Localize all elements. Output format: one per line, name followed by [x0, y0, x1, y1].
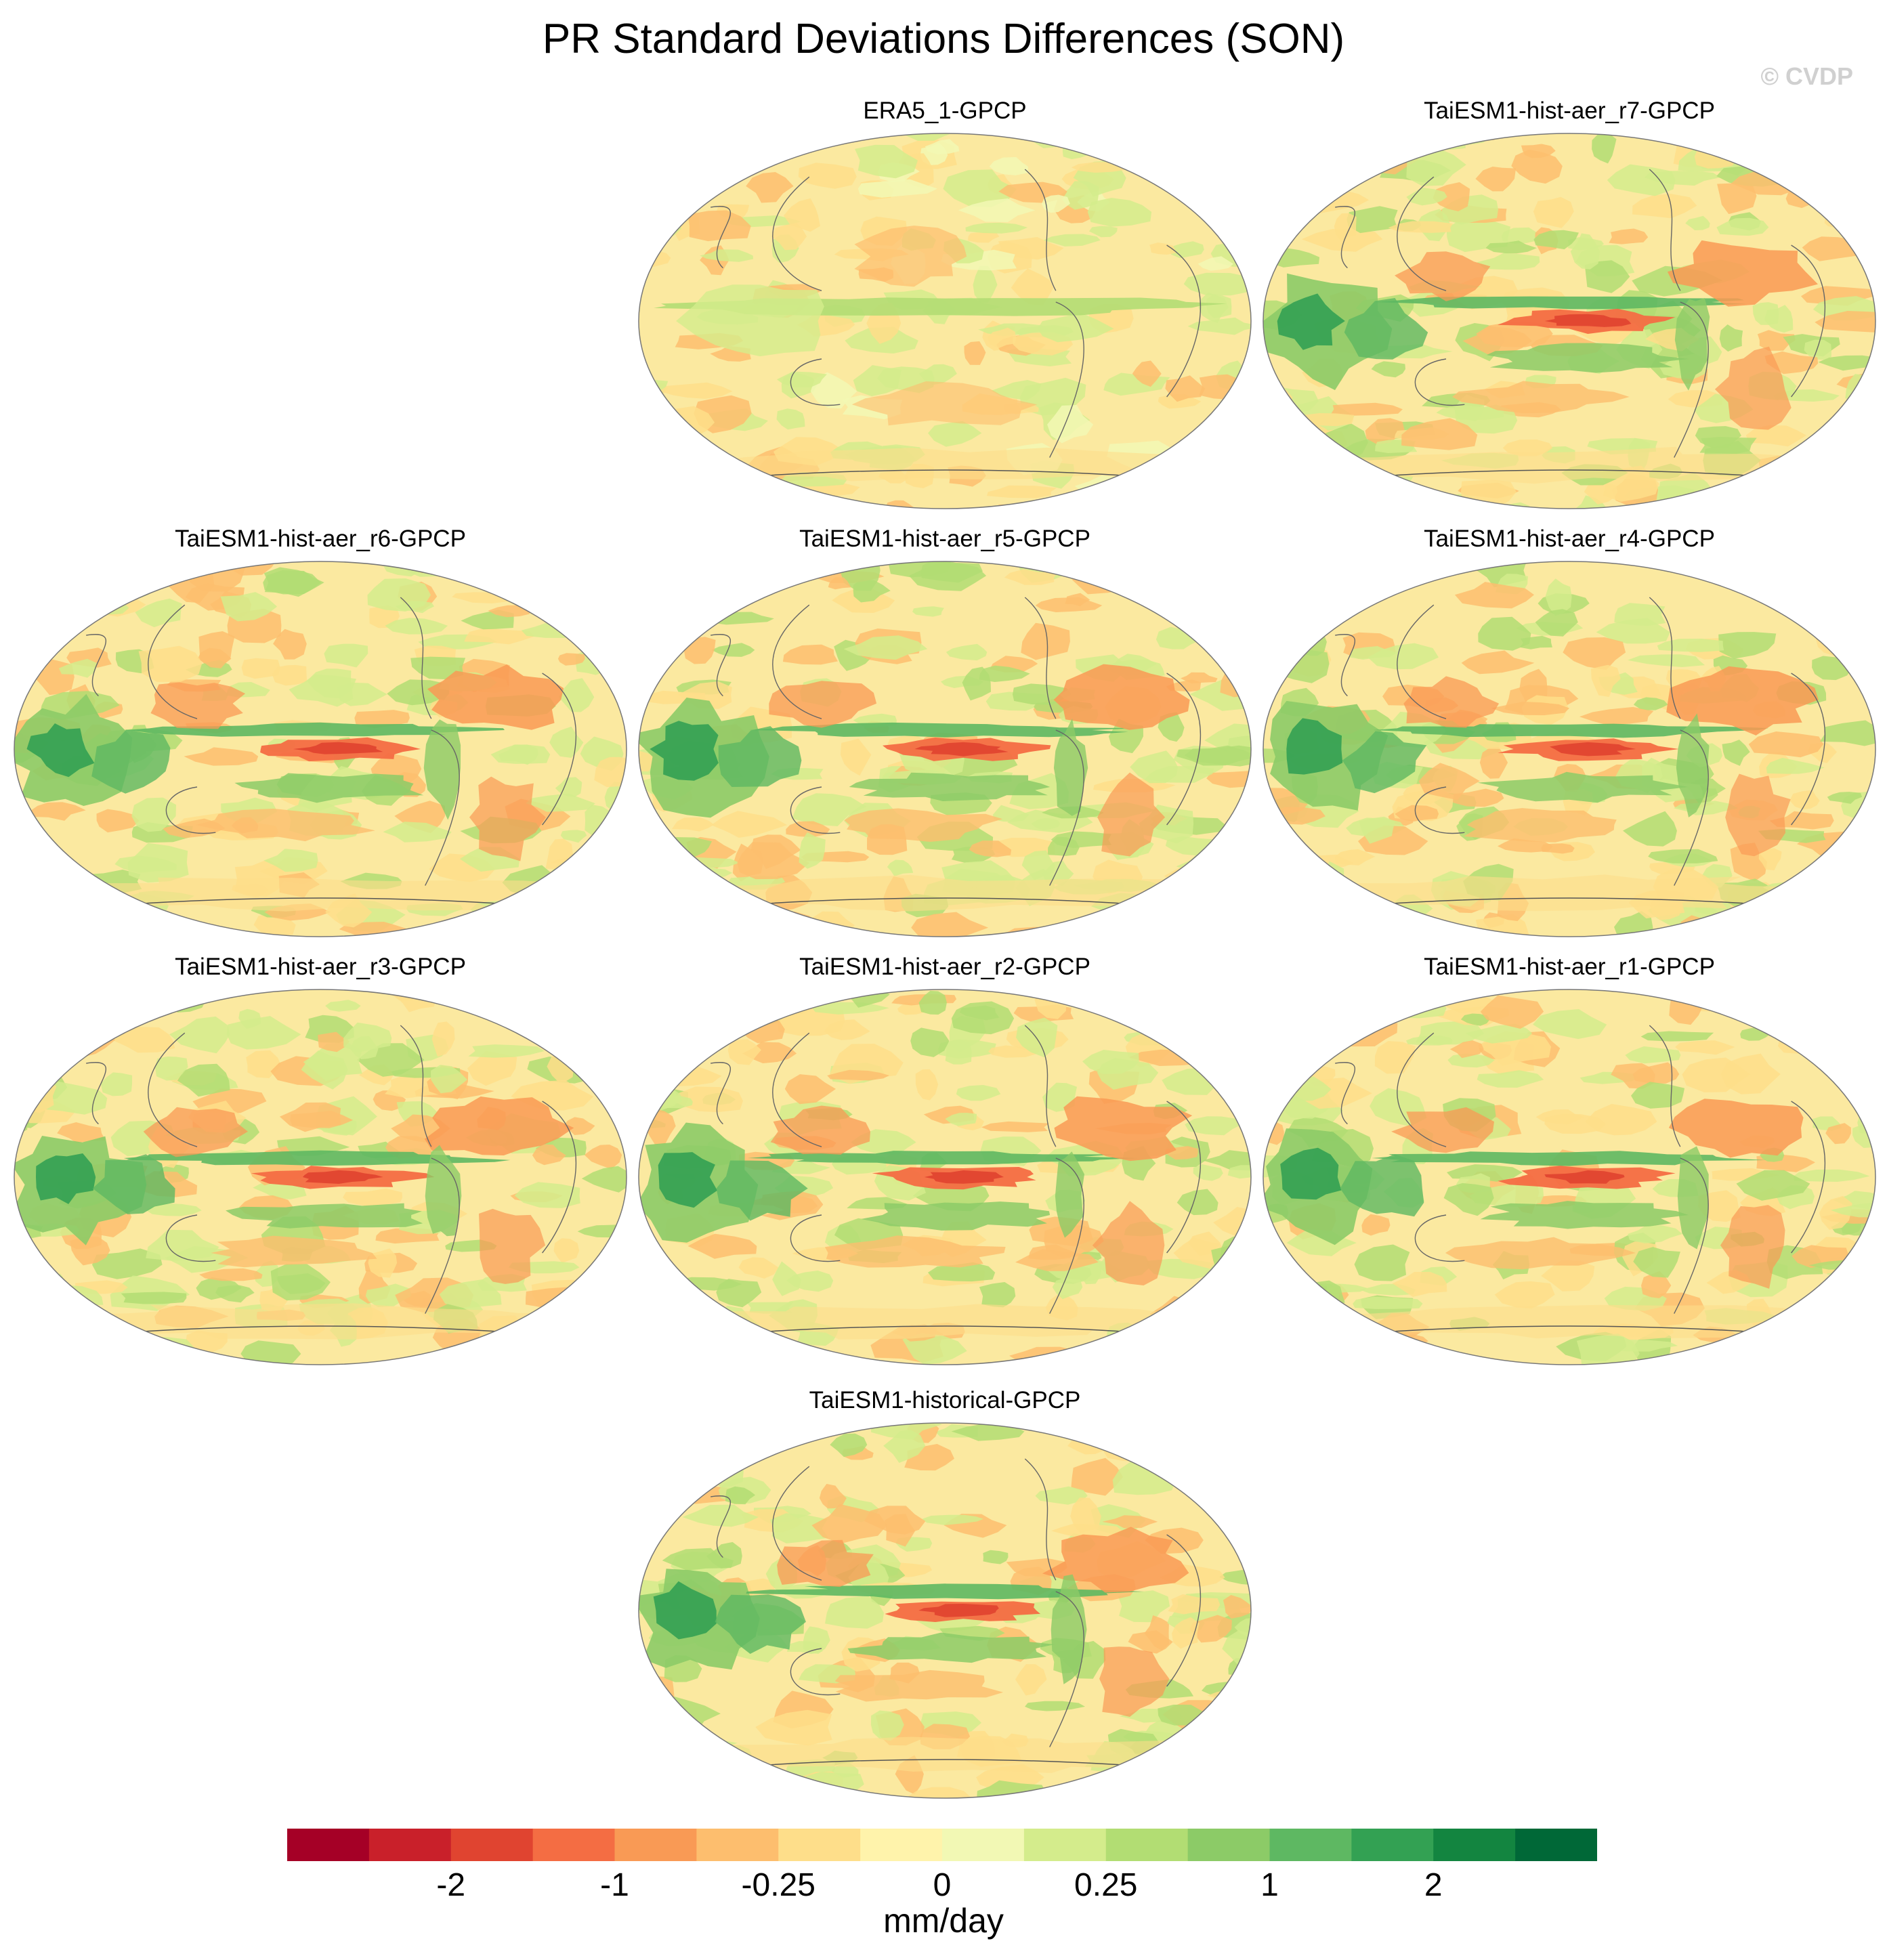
map-projection [638, 561, 1252, 937]
map-projection [1263, 133, 1876, 509]
map-projection [14, 561, 627, 937]
map-panel-r4: TaiESM1-hist-aer_r4-GPCP [1261, 524, 1878, 951]
colorbar-swatch [778, 1829, 861, 1861]
colorbar-swatch [1023, 1829, 1107, 1861]
map-boundary [638, 989, 1252, 1365]
map-projection [14, 989, 627, 1365]
colorbar-tick-label: -0.25 [741, 1867, 815, 1903]
panel-title: ERA5_1-GPCP [863, 98, 1027, 124]
panel-title: TaiESM1-hist-aer_r4-GPCP [1424, 526, 1715, 552]
map-projection [1263, 989, 1876, 1365]
map-field [1263, 561, 1875, 937]
colorbar-swatch [1351, 1829, 1434, 1861]
map-panel-era5: ERA5_1-GPCP [637, 96, 1253, 523]
colorbar-swatches [287, 1829, 1597, 1861]
colorbar-swatch [1187, 1829, 1271, 1861]
panel-title: TaiESM1-hist-aer_r7-GPCP [1424, 98, 1715, 124]
colorbar-swatch [1515, 1829, 1597, 1861]
map-boundary [638, 561, 1252, 937]
map-boundary [1263, 989, 1876, 1365]
colorbar-swatch [614, 1829, 697, 1861]
figure-title: PR Standard Deviations Differences (SON) [542, 16, 1345, 62]
panel-title: TaiESM1-hist-aer_r1-GPCP [1424, 954, 1715, 980]
colorbar-tick-label: -2 [436, 1867, 466, 1903]
panel-title: TaiESM1-hist-aer_r5-GPCP [799, 526, 1090, 552]
map-projection [638, 989, 1252, 1365]
map-field [14, 561, 627, 937]
colorbar-swatch [1269, 1829, 1352, 1861]
colorbar [287, 1829, 1597, 1861]
colorbar-swatch [942, 1829, 1025, 1861]
map-projection [1263, 561, 1876, 937]
colorbar-swatch [1105, 1829, 1189, 1861]
cvdp-watermark: © CVDP [1760, 62, 1853, 90]
map-boundary [1263, 561, 1876, 937]
panel-title: TaiESM1-hist-aer_r2-GPCP [799, 954, 1090, 980]
colorbar-swatch [860, 1829, 943, 1861]
map-panel-r1: TaiESM1-hist-aer_r1-GPCP [1261, 952, 1878, 1379]
map-boundary [1263, 133, 1876, 509]
map-projection [638, 133, 1252, 509]
colorbar-swatch [696, 1829, 779, 1861]
map-boundary [14, 561, 627, 937]
colorbar-swatch [1433, 1829, 1516, 1861]
map-panel-r5: TaiESM1-hist-aer_r5-GPCP [637, 524, 1253, 951]
colorbar-swatch [368, 1829, 452, 1861]
colorbar-tick-label: -1 [600, 1867, 629, 1903]
map-field [639, 1423, 1251, 1798]
map-panel-r7: TaiESM1-hist-aer_r7-GPCP [1261, 96, 1878, 523]
colorbar-tick-label: 0 [933, 1867, 952, 1903]
colorbar-swatch [450, 1829, 534, 1861]
colorbar-swatch [287, 1829, 370, 1861]
colorbar-tick-label: 2 [1424, 1867, 1443, 1903]
map-boundary [638, 1422, 1252, 1799]
colorbar-units: mm/day [883, 1902, 1004, 1940]
colorbar-swatch [532, 1829, 616, 1861]
panel-title: TaiESM1-hist-aer_r6-GPCP [175, 526, 466, 552]
map-panel-r2: TaiESM1-hist-aer_r2-GPCP [637, 952, 1253, 1379]
colorbar-tick-label: 0.25 [1074, 1867, 1138, 1903]
map-projection [638, 1422, 1252, 1799]
map-panel-historical: TaiESM1-historical-GPCP [637, 1386, 1253, 1812]
map-boundary [14, 989, 627, 1365]
map-panel-r6: TaiESM1-hist-aer_r6-GPCP [12, 524, 629, 951]
map-boundary [638, 133, 1252, 509]
panel-title: TaiESM1-historical-GPCP [809, 1387, 1081, 1413]
map-panel-r3: TaiESM1-hist-aer_r3-GPCP [12, 952, 629, 1379]
colorbar-tick-label: 1 [1260, 1867, 1279, 1903]
panel-title: TaiESM1-hist-aer_r3-GPCP [175, 954, 466, 980]
map-field [639, 989, 1251, 1365]
